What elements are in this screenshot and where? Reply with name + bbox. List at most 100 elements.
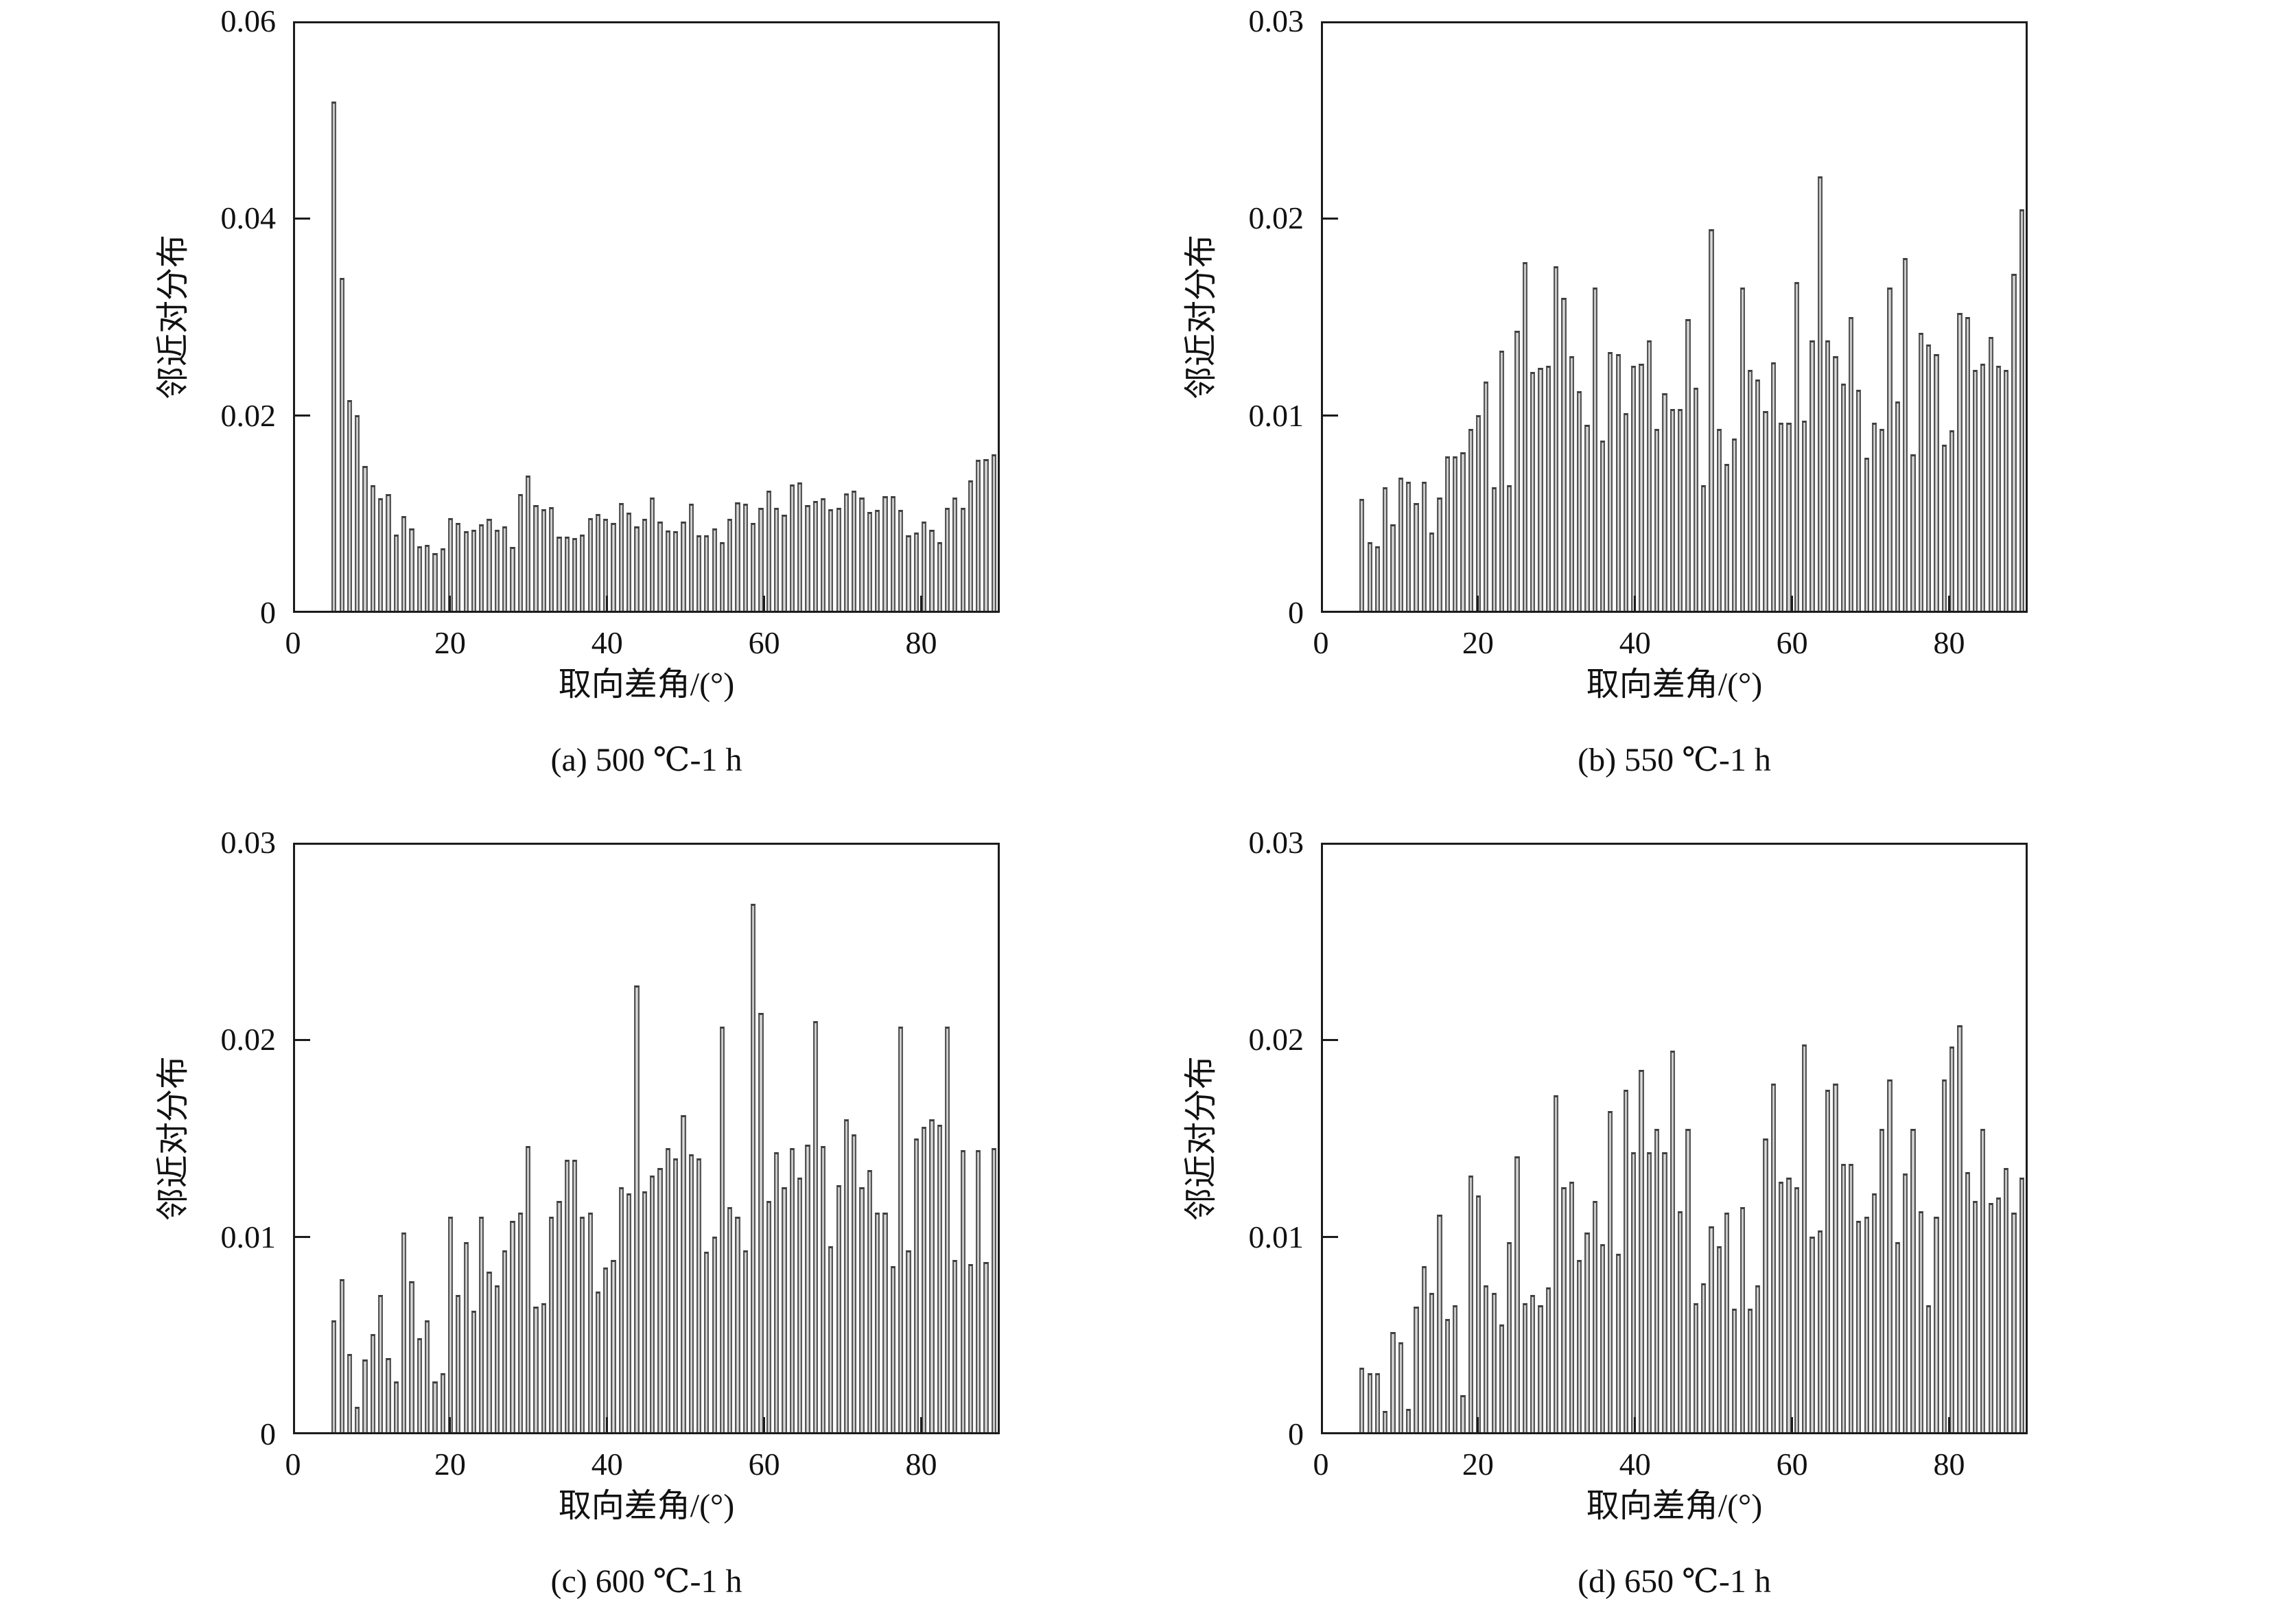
bar: [836, 1185, 841, 1432]
bar-slot: [1964, 845, 1971, 1432]
bar-slot: [1498, 845, 1506, 1432]
bar-slot: [2018, 23, 2026, 611]
bar: [1724, 464, 1730, 611]
bar-slot: [1692, 23, 1700, 611]
bar-slot: [462, 23, 470, 611]
panel-caption-d: (d) 650 ℃-1 h: [1578, 1563, 1771, 1600]
bar-slot: [1653, 23, 1661, 611]
bar-slot: [1467, 23, 1475, 611]
bar-slot: [1669, 845, 1676, 1432]
bar: [1957, 1025, 1963, 1432]
bar: [1825, 340, 1831, 611]
bar: [657, 1167, 663, 1432]
bar-slot: [470, 845, 478, 1432]
bar-slot: [633, 845, 640, 1432]
x-tick-label: 0: [1313, 1447, 1329, 1482]
bar: [1709, 1226, 1714, 1432]
bar-slot: [2002, 23, 2010, 611]
bar: [642, 518, 647, 611]
bar-slot: [1575, 845, 1583, 1432]
bar: [882, 1213, 888, 1432]
bar-slot: [641, 23, 648, 611]
bar-slot: [788, 23, 796, 611]
bar: [766, 490, 771, 611]
bar-slot: [353, 845, 361, 1432]
bars-b: [1358, 23, 2026, 611]
bar-slot: [594, 845, 602, 1432]
bar: [1429, 532, 1435, 611]
bar-slot: [1412, 23, 1420, 611]
bar: [890, 496, 895, 611]
bar: [471, 529, 477, 611]
bar-slot: [540, 23, 548, 611]
bar: [1685, 318, 1691, 611]
bar: [906, 1250, 911, 1432]
bar-slot: [470, 23, 478, 611]
bar-slot: [1746, 845, 1754, 1432]
bar-slot: [773, 845, 780, 1432]
bar-slot: [1979, 23, 1987, 611]
bar: [1700, 1283, 1707, 1432]
bar: [681, 522, 686, 611]
bar-slot: [1855, 845, 1862, 1432]
bar-slot: [1777, 845, 1785, 1432]
bar: [852, 490, 857, 611]
bar-slot: [540, 845, 548, 1432]
bar-slot: [1715, 23, 1723, 611]
bar-slot: [384, 845, 392, 1432]
bar-slot: [517, 23, 524, 611]
bar: [1584, 424, 1590, 611]
bar-slot: [881, 845, 889, 1432]
bar: [1359, 1367, 1365, 1432]
bar: [526, 476, 531, 611]
bar: [742, 504, 749, 611]
bar-slot: [1840, 845, 1847, 1432]
bar: [1856, 1220, 1862, 1432]
y-tick-label: 0.02: [1248, 1022, 1304, 1058]
bar: [557, 536, 562, 611]
bar-slot: [532, 845, 539, 1432]
y-tick-mark: [1323, 414, 1338, 417]
bar: [587, 1213, 593, 1432]
bar-slot: [928, 845, 935, 1432]
x-tick-mark: [920, 596, 923, 611]
bar-slot: [1808, 23, 1816, 611]
bar-slot: [1637, 845, 1645, 1432]
bar-slot: [913, 845, 920, 1432]
bar: [991, 454, 997, 611]
bar-slot: [1405, 845, 1412, 1432]
bar-slot: [1545, 845, 1552, 1432]
bar: [704, 535, 710, 611]
bar-slot: [1521, 845, 1529, 1432]
x-tick-label: 20: [434, 625, 466, 660]
bar: [440, 1373, 445, 1432]
bar-slot: [1475, 23, 1482, 611]
bar-slot: [377, 23, 384, 611]
bar-slot: [1886, 845, 1893, 1432]
bar-slot: [656, 23, 664, 611]
y-tick-mark: [295, 1236, 310, 1239]
x-tick-label: 60: [748, 625, 780, 660]
bar-slot: [1692, 845, 1700, 1432]
bar: [1794, 1187, 1799, 1432]
bar: [751, 522, 756, 611]
bar-slot: [1917, 845, 1925, 1432]
bar-slot: [1599, 845, 1606, 1432]
bar-slot: [1948, 23, 1956, 611]
bar-slot: [679, 23, 687, 611]
y-tick-mark: [1323, 1236, 1338, 1239]
bar-slot: [1956, 845, 1963, 1432]
bar-slot: [501, 845, 508, 1432]
bar-slot: [1761, 845, 1769, 1432]
y-tick-label: 0.02: [220, 397, 277, 433]
bar: [1747, 370, 1753, 611]
bar-slot: [1901, 23, 1909, 611]
bar-slot: [1606, 23, 1614, 611]
bar: [650, 497, 655, 611]
bar: [347, 400, 353, 611]
bar: [1569, 1181, 1574, 1432]
bar-slot: [788, 845, 796, 1432]
bar-slot: [1847, 23, 1855, 611]
bar: [1809, 340, 1815, 611]
bar: [1941, 444, 1947, 611]
